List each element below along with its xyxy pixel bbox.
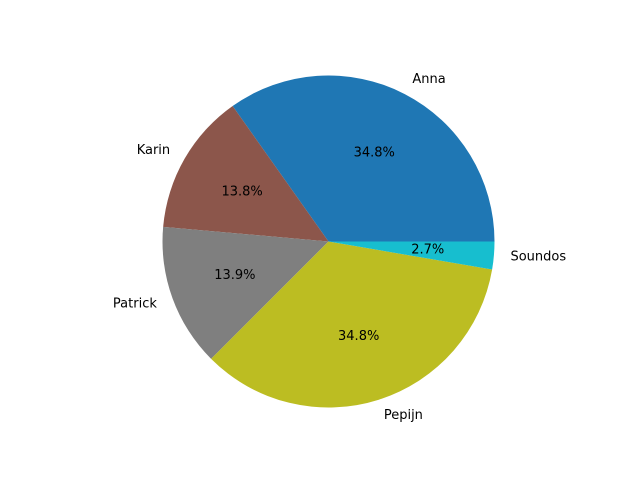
slice-label-karin: Karin: [137, 143, 170, 158]
pie-slice-patrick: [162, 226, 329, 359]
slice-percent-patrick: 13.9%: [214, 268, 255, 283]
pie-labels: Anna 34.8% Karin 13.8% Patrick 13.9% Pepijn 34.…: [113, 72, 566, 423]
pie-slice-pepijn: [211, 241, 493, 408]
pie-slice-soundos: [328, 241, 495, 270]
slice-percent-pepijn: 34.8%: [338, 329, 379, 344]
slice-percent-soundos: 2.7%: [411, 242, 444, 257]
pie-slice-karin: [163, 105, 329, 242]
pie-slice-anna: [232, 75, 495, 242]
slice-label-anna: Anna: [412, 72, 445, 87]
pie-slices: [162, 75, 495, 408]
slice-label-pepijn: Pepijn: [384, 408, 423, 423]
slice-percent-karin: 13.8%: [221, 184, 262, 199]
slice-label-soundos: Soundos: [510, 249, 566, 264]
slice-percent-anna: 34.8%: [354, 146, 395, 161]
slice-label-patrick: Patrick: [113, 296, 157, 311]
